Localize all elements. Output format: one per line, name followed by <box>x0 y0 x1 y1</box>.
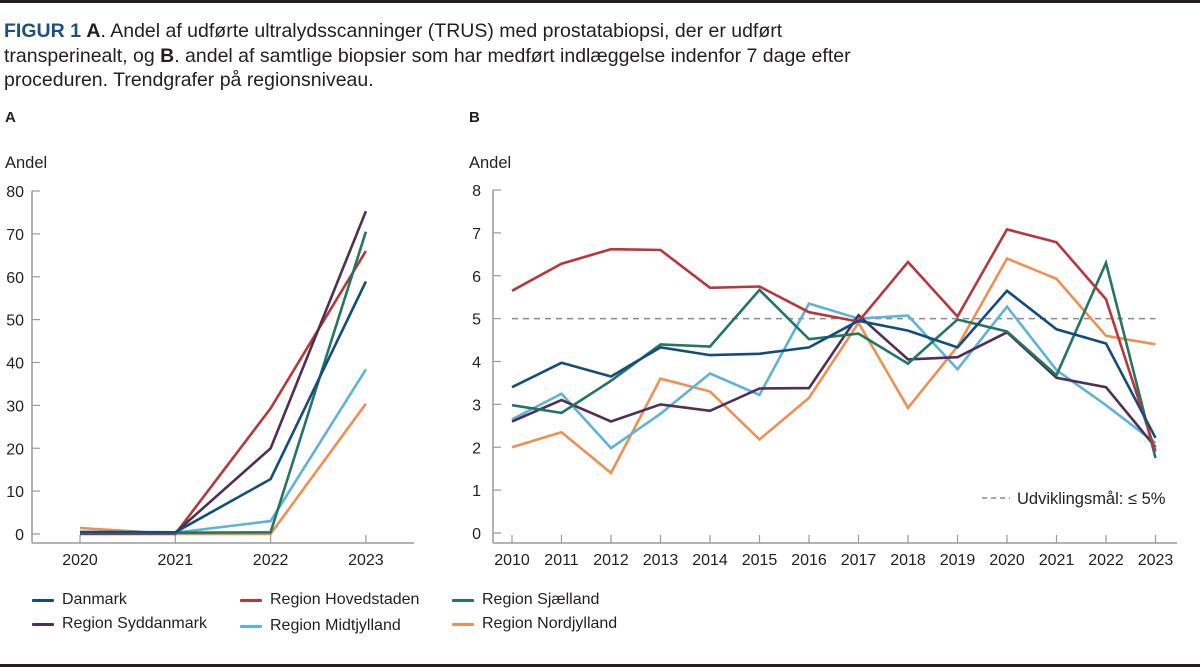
legend-label: Region Hovedstaden <box>270 591 420 608</box>
chart-b-y-tick-label: 5 <box>472 312 481 329</box>
panel-b-label: B <box>469 109 480 126</box>
panel-a-label: A <box>5 109 16 126</box>
legend-item-region-sjaelland: Region Sjælland <box>452 591 599 609</box>
legend-swatch <box>240 624 262 628</box>
legend-label: Region Nordjylland <box>482 615 618 632</box>
chart-a-y-tick-label: 50 <box>6 313 24 330</box>
chart-b-series-region-sjaelland <box>511 258 1157 459</box>
figure-caption: FIGUR 1 A. Andel af udførte ultralydssca… <box>4 19 864 93</box>
chart-b-x-tick-label: 2012 <box>593 552 629 569</box>
legend-label: Region Midtjylland <box>270 617 401 634</box>
chart-a-y-tick-label: 30 <box>6 398 24 415</box>
legend-item-region-nordjylland: Region Nordjylland <box>452 615 617 633</box>
legend-label: Danmark <box>62 591 127 608</box>
legend-swatch <box>32 598 54 602</box>
chart-a-series-region-sjaelland <box>80 231 368 535</box>
legend-item-region-hovedstaden: Region Hovedstaden <box>240 591 419 609</box>
chart-b-goal-legend-label: Udviklingsmål: ≤ 5% <box>1017 490 1166 508</box>
chart-b-y-tick-label: 3 <box>472 397 481 414</box>
legend: Danmark Region Hovedstaden Region Sjælland… <box>0 588 700 648</box>
chart-b-y-tick-label: 4 <box>472 355 481 372</box>
caption-text-b: . andel af samtlige biopsier som har med… <box>4 44 851 92</box>
chart-b-x-tick-label: 2015 <box>742 552 778 569</box>
chart-b-x-tick-label: 2018 <box>890 552 926 569</box>
chart-b-y-tick-label: 6 <box>472 269 481 286</box>
chart-a-series-danmark <box>79 280 368 534</box>
chart-b-series-region-midtjylland <box>511 302 1157 450</box>
figure-label: FIGUR 1 <box>4 20 81 42</box>
chart-b-series-region-nordjylland <box>511 256 1156 476</box>
legend-swatch <box>240 598 262 602</box>
chart-a-y-tick-label: 60 <box>6 270 24 287</box>
legend-label: Region Sjælland <box>482 591 600 608</box>
chart-a-y-tick-label: 10 <box>6 484 24 501</box>
chart-a-x-tick-label: 2023 <box>348 552 384 569</box>
chart-b-y-tick-label: 8 <box>472 183 481 200</box>
chart-a-series-region-midtjylland <box>80 368 368 535</box>
top-rule <box>0 0 1200 3</box>
chart-b-series-danmark <box>511 289 1157 439</box>
legend-label: Region Syddanmark <box>62 615 207 632</box>
chart-a-y-tick-label: 20 <box>6 441 24 458</box>
legend-swatch <box>452 622 474 626</box>
caption-part-a-label: A <box>86 20 101 42</box>
chart-b-y-tick-label: 7 <box>472 226 481 243</box>
legend-item-region-syddanmark: Region Syddanmark <box>32 615 207 633</box>
caption-part-b-label: B <box>160 44 175 67</box>
legend-item-danmark: Danmark <box>32 591 127 609</box>
chart-a-series-region-nordjylland <box>79 402 367 536</box>
bottom-rule <box>0 664 1200 667</box>
chart-b-x-tick-label: 2021 <box>1039 552 1075 569</box>
chart-b-series-region-syddanmark <box>511 313 1157 449</box>
chart-b-x-tick-label: 2013 <box>643 552 679 569</box>
chart-b-x-tick-label: 2022 <box>1088 552 1124 569</box>
chart-b-x-tick-label: 2019 <box>940 552 976 569</box>
chart-a-y-tick-label: 80 <box>6 184 24 201</box>
chart-b-y-axis-title: Andel <box>469 154 511 172</box>
chart-b-x-tick-label: 2014 <box>692 552 728 569</box>
chart-a-y-tick-label: 0 <box>15 527 24 544</box>
chart-a-y-tick-label: 70 <box>6 227 24 244</box>
legend-swatch <box>452 598 474 602</box>
chart-a-x-tick-label: 2022 <box>253 552 289 569</box>
chart-b-y-tick-label: 1 <box>472 483 481 500</box>
legend-swatch <box>32 622 54 626</box>
chart-b: Andel 0 1 2 3 4 5 6 7 8 2010 2011 2012 2013 2014 2015 2… <box>469 154 1177 569</box>
chart-a-x-tick-label: 2021 <box>158 552 194 569</box>
chart-a-y-tick-label: 40 <box>6 356 24 373</box>
chart-b-x-tick-label: 2020 <box>989 552 1025 569</box>
chart-a: Andel 0 10 20 30 40 50 60 70 80 2020 2021 2022 2023 <box>5 154 414 569</box>
chart-a-x-tick-label: 2020 <box>62 552 98 569</box>
caption-text-a: . Andel af udførte ultralydsscanninger (… <box>4 20 783 67</box>
chart-b-series-region-hovedstaden <box>511 227 1157 452</box>
legend-item-region-midtjylland: Region Midtjylland <box>240 617 401 635</box>
chart-b-x-tick-label: 2023 <box>1138 552 1174 569</box>
chart-b-x-tick-label: 2017 <box>841 552 877 569</box>
chart-a-y-axis-title: Andel <box>5 154 47 172</box>
chart-b-y-tick-label: 0 <box>472 526 481 543</box>
chart-b-x-tick-label: 2011 <box>544 552 579 569</box>
chart-b-x-tick-label: 2010 <box>494 552 530 569</box>
chart-b-y-tick-label: 2 <box>472 440 481 457</box>
chart-b-x-tick-label: 2016 <box>791 552 827 569</box>
